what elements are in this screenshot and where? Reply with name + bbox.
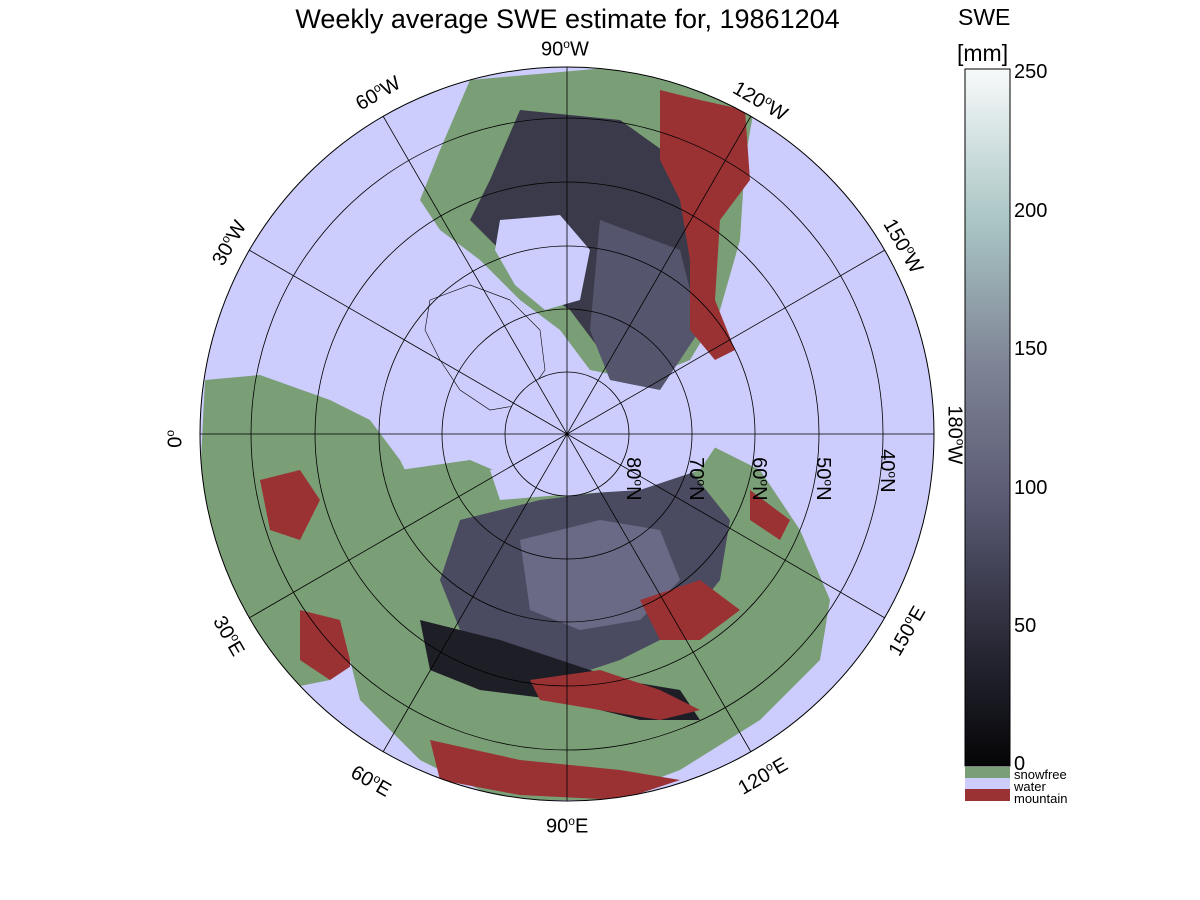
colorbar-mountain — [965, 789, 1010, 801]
colorbar-unit-line1: SWE — [958, 4, 1011, 30]
category-label-water: water — [1014, 779, 1046, 794]
colorbar-unit-line2: [mm] — [957, 40, 1009, 66]
category-label-snowfree: snowfree — [1014, 767, 1067, 782]
graticule — [199, 66, 935, 802]
lon-label-90w: 90oW — [541, 37, 589, 61]
lon-label-0: 0o — [163, 429, 187, 448]
lat-label-60n: 60oN — [747, 457, 772, 501]
hudson-bay — [495, 215, 590, 310]
colorbar-water — [965, 778, 1010, 789]
category-label-mountain: mountain — [1014, 791, 1068, 806]
mountain-europe-2 — [300, 610, 360, 680]
colorbar-snowfree — [965, 767, 1010, 778]
rockies — [660, 90, 750, 360]
colorbar-tick-50: 50 — [1014, 615, 1037, 637]
meridian-150 — [248, 249, 886, 619]
lon-label-90e: 90oE — [546, 814, 589, 838]
mountain-tibet — [430, 740, 680, 800]
colorbar-gradient — [964, 68, 1011, 767]
colorbar-tick-100: 100 — [1014, 477, 1048, 499]
lat-label-70n: 70oN — [684, 457, 709, 501]
colorbar-tick-150: 150 — [1014, 338, 1048, 360]
lat-label-50n: 50oN — [811, 457, 836, 501]
mountain-europe — [260, 470, 320, 540]
lat-label-80n: 80oN — [621, 457, 646, 501]
mountain-east-siberia — [640, 580, 740, 640]
lon-label-180w: 180oW — [943, 405, 968, 465]
mountain-kamchatka — [750, 490, 790, 540]
lat-label-40n: 40oN — [875, 449, 900, 493]
map-title: Weekly average SWE estimate for, 1986120… — [295, 4, 840, 34]
colorbar-tick-0: 0 — [1014, 753, 1026, 775]
colorbar-tick-200: 200 — [1014, 200, 1048, 222]
mountain-central-asia — [530, 670, 700, 720]
colorbar-tick-250: 250 — [1014, 61, 1048, 83]
snow-siberia-light — [520, 520, 680, 630]
